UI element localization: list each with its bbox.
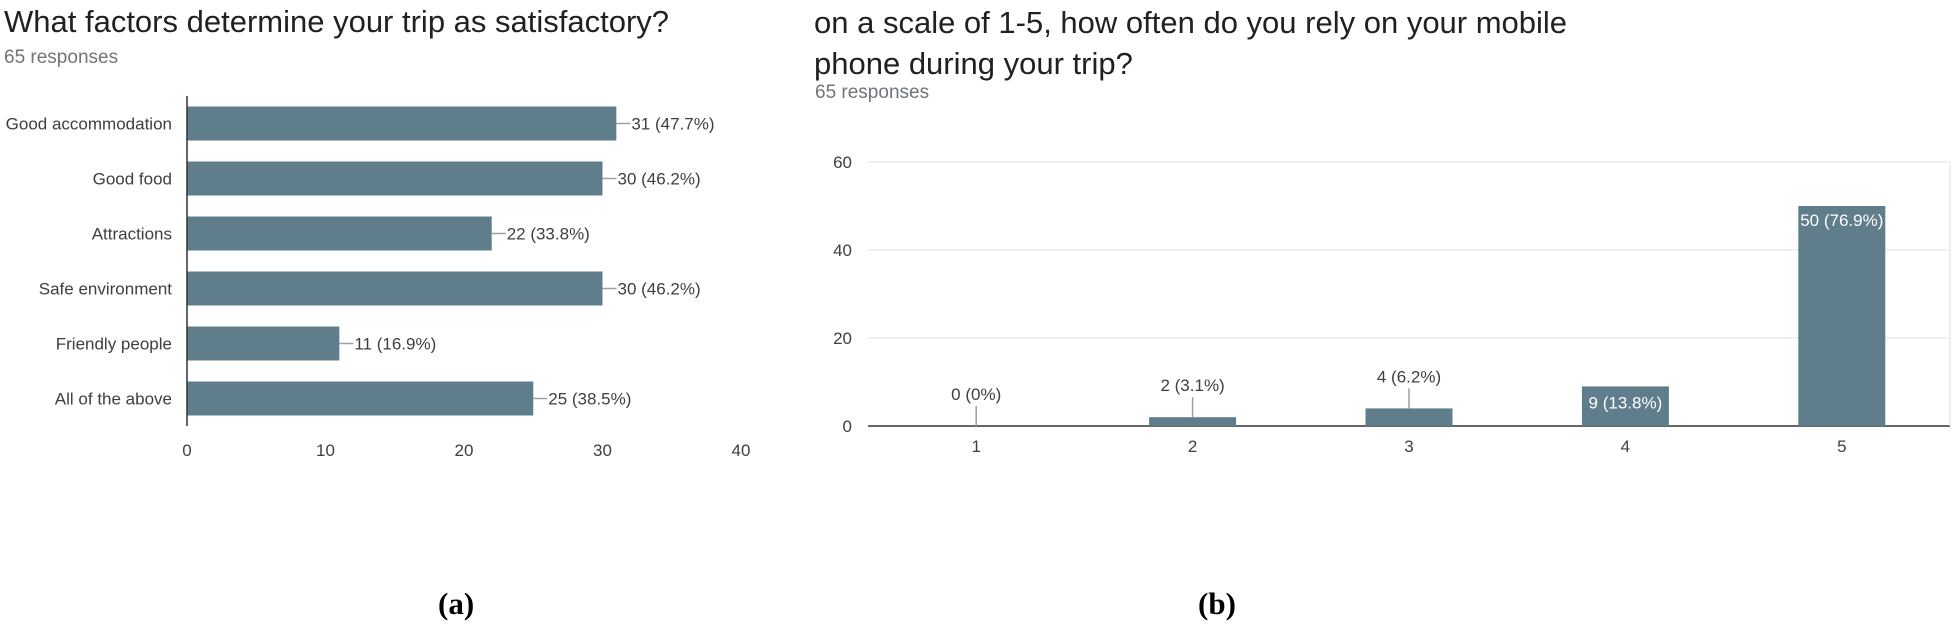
data-label: 25 (38.5%) [548,390,631,409]
data-label: 4 (6.2%) [1377,367,1441,386]
data-label: 50 (76.9%) [1800,211,1883,230]
bar [187,216,492,251]
x-tick-label: 20 [455,441,474,460]
data-label: 31 (47.7%) [631,115,714,134]
category-label: Attractions [92,225,172,244]
x-tick-label: 40 [732,441,751,460]
bar [187,106,617,141]
chart-b-title: on a scale of 1-5, how often do you rely… [814,5,1568,81]
y-tick-label: 0 [843,417,852,436]
category-label: Good food [93,170,172,189]
category-label: Friendly people [56,335,172,354]
bar [1365,408,1453,426]
y-tick-label: 20 [833,329,852,348]
data-label: 9 (13.8%) [1589,393,1663,412]
y-tick-label: 40 [833,241,852,260]
data-label: 22 (33.8%) [507,225,590,244]
chart-a-responses: 65 responses [4,47,119,68]
x-tick-label: 3 [1404,437,1413,456]
bar [1798,206,1886,426]
x-tick-label: 2 [1188,437,1197,456]
bar [187,161,603,196]
chart-panel-b: on a scale of 1-5, how often do you rely… [800,0,1955,630]
x-tick-label: 1 [971,437,980,456]
bar [1581,386,1669,426]
x-tick-label: 4 [1621,437,1630,456]
bar [1149,417,1237,426]
x-tick-label: 0 [182,441,191,460]
chart-a-title: What factors determine your trip as sati… [4,4,670,39]
category-label: Safe environment [39,280,173,299]
chart-a-caption: (a) [438,586,475,621]
category-label: Good accommodation [6,115,172,134]
bar [187,271,603,306]
chart-panel-a: What factors determine your trip as sati… [0,0,960,630]
data-label: 2 (3.1%) [1160,376,1224,395]
data-label: 0 (0%) [951,385,1001,404]
chart-a-plot: Good accommodation 31 (47.7%) Good food 30 … [6,96,751,460]
x-tick-label: 5 [1837,437,1846,456]
chart-b-caption: (b) [1198,586,1236,621]
bar [187,326,340,361]
data-label: 30 (46.2%) [618,280,701,299]
bar [187,381,534,416]
category-label: All of the above [55,390,172,409]
chart-b-plot: 0 20 40 60 1 0 (0%) 2 2 (3.1%) 3 4 (6.2%) 4 9 (13.8… [833,153,1951,456]
x-tick-label: 10 [316,441,335,460]
data-label: 30 (46.2%) [618,170,701,189]
x-tick-label: 30 [593,441,612,460]
data-label: 11 (16.9%) [354,335,436,354]
y-tick-label: 60 [833,153,852,172]
chart-b-responses: 65 responses [815,82,930,103]
